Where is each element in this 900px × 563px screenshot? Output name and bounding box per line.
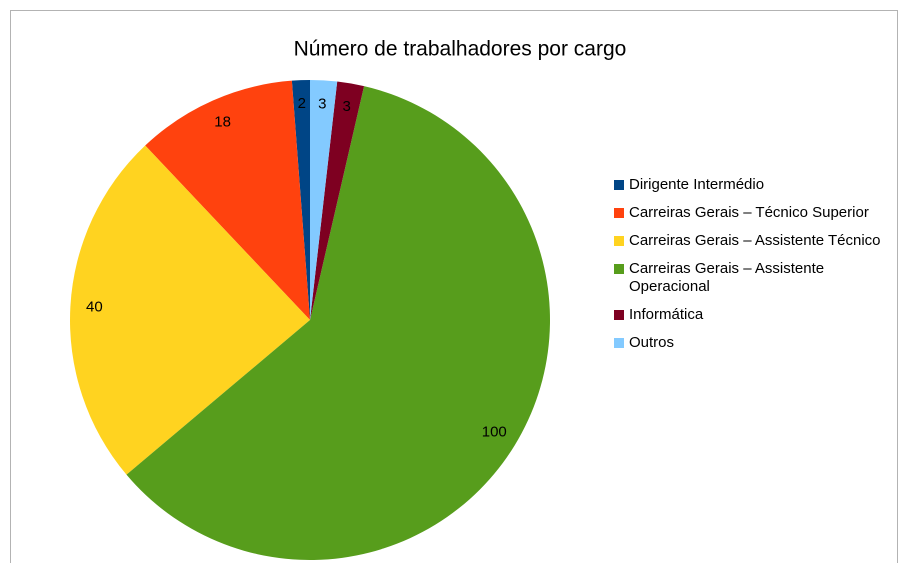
pie-slice [310,81,365,320]
legend-item: Informática [614,306,894,324]
legend-swatch [614,310,624,320]
chart-title: Número de trabalhadores por cargo [294,38,627,61]
legend-item: Dirigente Intermédio [614,176,894,194]
pie-slice [310,80,338,320]
legend-label: Dirigente Intermédio [629,176,765,193]
data-label: 18 [214,113,231,130]
legend-swatch [614,236,624,246]
pie-slice [70,145,310,475]
legend-item: Carreiras Gerais – Assistente Técnico [614,232,894,250]
legend-label: Informática [629,306,704,323]
legend-label: Carreiras Gerais – Técnico Superior [629,204,869,221]
pie-slice [291,80,310,320]
pie-slice [126,86,550,560]
legend-swatch [614,338,624,348]
pie-slice [145,80,310,320]
legend-label: Carreiras Gerais – Assistente Técnico [629,232,881,249]
data-label: 3 [318,95,326,112]
data-label: 3 [342,98,350,115]
legend-item: Carreiras Gerais – Assistente Operaciona… [614,260,894,296]
legend-swatch [614,208,624,218]
legend-item: Outros [614,334,894,352]
data-label: 2 [298,95,306,112]
data-label: 100 [482,424,507,441]
legend-swatch [614,180,624,190]
legend-item: Carreiras Gerais – Técnico Superior [614,204,894,222]
legend-label: Carreiras Gerais – Assistente Operaciona… [629,260,825,295]
legend-swatch [614,264,624,274]
legend: Dirigente Intermédio Carreiras Gerais – T… [614,176,894,362]
frame [10,10,898,563]
data-label: 40 [86,299,103,316]
legend-label: Outros [629,334,675,351]
